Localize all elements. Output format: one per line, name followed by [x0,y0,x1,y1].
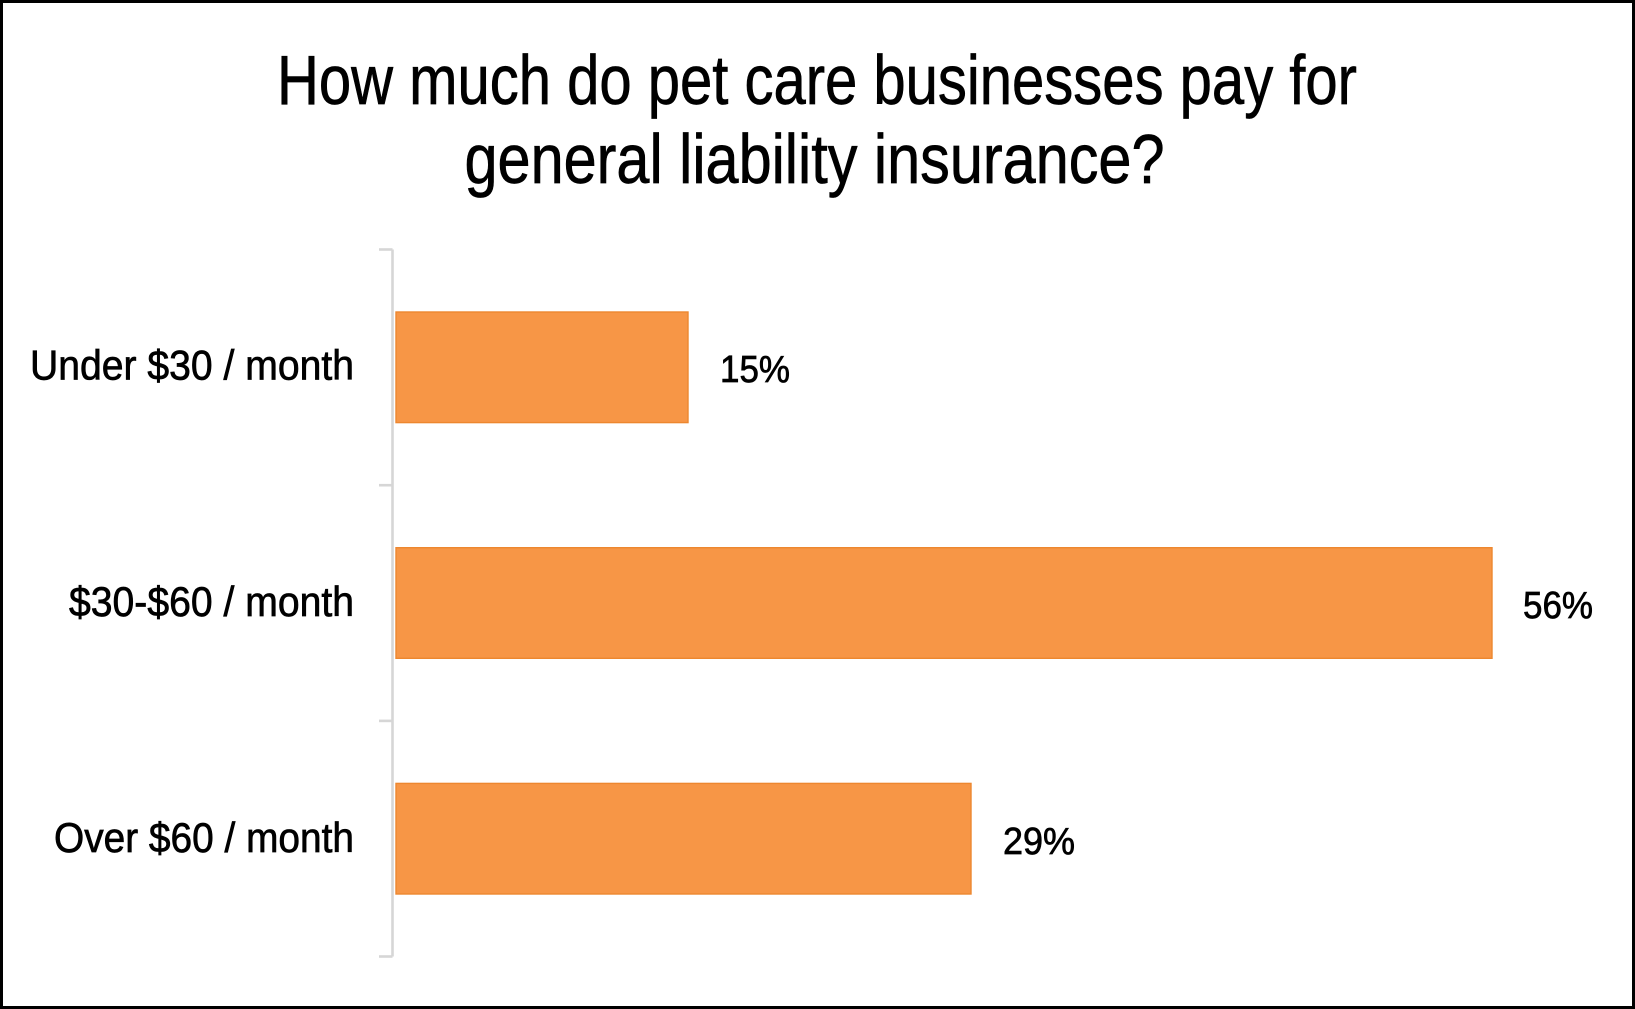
svg-text:29%: 29% [1003,821,1075,863]
svg-text:Under $30 / month: Under $30 / month [30,342,354,389]
svg-text:$30-$60 / month: $30-$60 / month [69,578,354,625]
svg-text:Over $60 / month: Over $60 / month [54,814,354,861]
svg-text:56%: 56% [1523,585,1593,627]
svg-text:15%: 15% [720,349,790,391]
svg-text:How much do pet care businesse: How much do pet care businesses pay for [277,41,1357,119]
svg-text:general liability insurance?: general liability insurance? [465,120,1165,198]
